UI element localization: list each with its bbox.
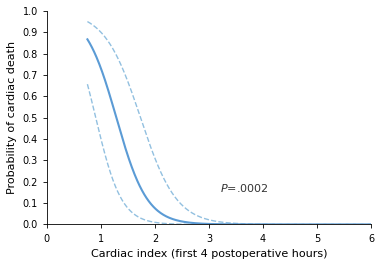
- X-axis label: Cardiac index (first 4 postoperative hours): Cardiac index (first 4 postoperative hou…: [91, 249, 327, 259]
- Y-axis label: Probability of cardiac death: Probability of cardiac death: [7, 41, 17, 194]
- Text: $\it{P}$=.0002: $\it{P}$=.0002: [220, 182, 269, 194]
